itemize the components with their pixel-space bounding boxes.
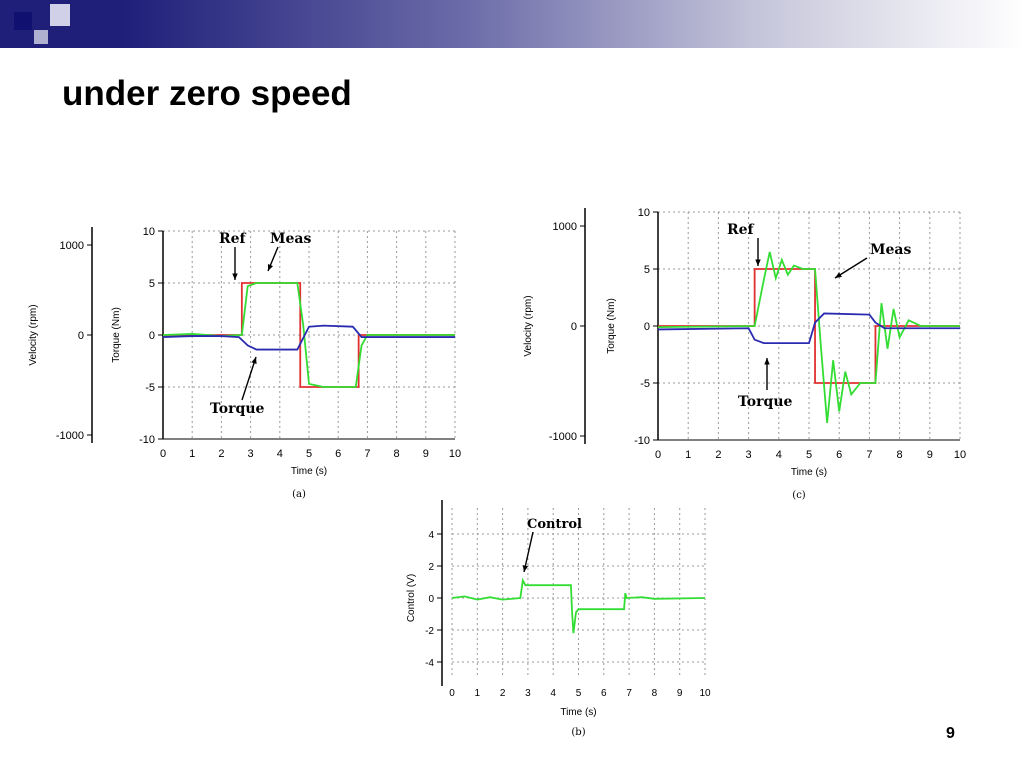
x-tick-label: 2 bbox=[500, 688, 506, 699]
x-tick-label: 9 bbox=[927, 449, 933, 461]
torque-tick-label: 5 bbox=[149, 278, 155, 290]
y-axis-label: Control (V) bbox=[406, 574, 417, 622]
velocity-tick-label: 1000 bbox=[553, 221, 577, 233]
annotation-arrow-head bbox=[267, 264, 273, 271]
logo-square-light bbox=[34, 30, 48, 44]
annotation-arrow-head bbox=[764, 358, 770, 365]
series-line-torque bbox=[162, 324, 455, 351]
x-tick-label: 6 bbox=[335, 448, 341, 460]
slide-title: under zero speed bbox=[62, 74, 352, 113]
torque-axis-label: Torque (Nm) bbox=[111, 307, 122, 363]
header-gradient-band bbox=[0, 0, 1024, 48]
torque-tick-label: 0 bbox=[149, 330, 155, 342]
chart-a: 10 5 0 -5 -10 1000 0 -1000 0 1 2 3 4 5 6 7 8 9 10 Time (s) V… bbox=[28, 226, 461, 500]
annotation-arrow-head bbox=[232, 273, 238, 280]
x-tick-label: 6 bbox=[601, 688, 607, 699]
x-tick-label: 7 bbox=[626, 688, 632, 699]
x-tick-label: 10 bbox=[699, 688, 711, 699]
annotation-label: Meas bbox=[870, 242, 911, 258]
x-tick-label: 3 bbox=[248, 448, 254, 460]
annotation-label: Torque bbox=[210, 401, 264, 417]
torque-tick-label: -10 bbox=[139, 434, 155, 446]
velocity-axis-label: Velocity (rpm) bbox=[28, 304, 39, 365]
chart-b: 4 2 0 -2 -4 0 1 2 3 4 5 6 7 8 9 10 Time (s) Control (V) (b… bbox=[406, 500, 711, 738]
annotation-arrow-head bbox=[755, 259, 761, 266]
annotation-label: Ref bbox=[727, 222, 755, 238]
torque-tick-label: -5 bbox=[640, 378, 650, 390]
y-tick-label: -4 bbox=[425, 658, 434, 669]
y-tick-label: 2 bbox=[428, 562, 434, 573]
torque-tick-label: 0 bbox=[644, 321, 650, 333]
x-tick-label: 8 bbox=[897, 449, 903, 461]
logo-square-dark bbox=[14, 12, 32, 30]
annotation-arrow-line bbox=[523, 531, 534, 573]
annotation-label: Meas bbox=[270, 231, 311, 247]
velocity-tick-label: -1000 bbox=[549, 431, 577, 443]
figure-caption: (a) bbox=[292, 489, 306, 500]
torque-tick-label: -5 bbox=[145, 382, 155, 394]
x-tick-label: 3 bbox=[525, 688, 531, 699]
x-tick-label: 2 bbox=[218, 448, 224, 460]
x-tick-label: 1 bbox=[475, 688, 481, 699]
annotation-arrow-head bbox=[251, 357, 257, 364]
series-line-torque bbox=[657, 312, 960, 345]
annotation-label: Ref bbox=[219, 231, 247, 247]
annotation-label: Control bbox=[527, 517, 582, 532]
x-tick-label: 9 bbox=[677, 688, 683, 699]
figure-caption: (c) bbox=[792, 490, 806, 501]
annotation-arrow-head bbox=[835, 272, 842, 278]
x-tick-label: 6 bbox=[836, 449, 842, 461]
x-tick-label: 10 bbox=[449, 448, 461, 460]
x-tick-label: 0 bbox=[655, 449, 661, 461]
chart-c: 10 5 0 -5 -10 1000 0 -1000 0 1 2 3 4 5 6 7 8 9 10 Time (s) V… bbox=[523, 207, 966, 501]
x-axis-label: Time (s) bbox=[291, 466, 327, 477]
y-tick-label: -2 bbox=[425, 626, 434, 637]
x-tick-label: 7 bbox=[364, 448, 370, 460]
velocity-tick-label: 0 bbox=[571, 321, 577, 333]
x-tick-label: 0 bbox=[160, 448, 166, 460]
velocity-tick-label: 0 bbox=[78, 330, 84, 342]
x-tick-label: 3 bbox=[746, 449, 752, 461]
x-tick-label: 0 bbox=[449, 688, 455, 699]
x-tick-label: 4 bbox=[277, 448, 283, 460]
page-number: 9 bbox=[946, 725, 955, 742]
torque-tick-label: 5 bbox=[644, 264, 650, 276]
x-tick-label: 5 bbox=[806, 449, 812, 461]
x-tick-label: 1 bbox=[685, 449, 691, 461]
velocity-axis-label: Velocity (rpm) bbox=[523, 295, 534, 356]
velocity-tick-label: -1000 bbox=[56, 430, 84, 442]
torque-tick-label: 10 bbox=[638, 207, 650, 219]
torque-axis-label: Torque (Nm) bbox=[606, 298, 617, 354]
torque-tick-label: -10 bbox=[634, 435, 650, 447]
logo-square-accent bbox=[50, 4, 70, 26]
figure-caption: (b) bbox=[571, 727, 585, 738]
annotation-arrow-line bbox=[241, 356, 257, 401]
torque-tick-label: 10 bbox=[143, 226, 155, 238]
x-axis-label: Time (s) bbox=[791, 467, 827, 478]
x-tick-label: 4 bbox=[776, 449, 782, 461]
annotation-label: Torque bbox=[738, 394, 792, 410]
series-line-ref bbox=[658, 268, 960, 384]
x-tick-label: 9 bbox=[423, 448, 429, 460]
series-line-meas bbox=[657, 251, 960, 423]
y-tick-label: 4 bbox=[428, 530, 434, 541]
x-tick-label: 7 bbox=[866, 449, 872, 461]
x-tick-label: 4 bbox=[550, 688, 556, 699]
series-line-control bbox=[451, 577, 706, 634]
x-tick-label: 2 bbox=[715, 449, 721, 461]
series-line-ref bbox=[163, 282, 455, 388]
x-tick-label: 5 bbox=[306, 448, 312, 460]
x-tick-label: 10 bbox=[954, 449, 966, 461]
x-tick-label: 5 bbox=[576, 688, 582, 699]
x-tick-label: 8 bbox=[394, 448, 400, 460]
annotation-arrow-head bbox=[522, 565, 529, 572]
x-tick-label: 8 bbox=[652, 688, 658, 699]
x-axis-label: Time (s) bbox=[560, 707, 596, 718]
x-tick-label: 1 bbox=[189, 448, 195, 460]
y-tick-label: 0 bbox=[428, 594, 434, 605]
velocity-tick-label: 1000 bbox=[60, 240, 84, 252]
